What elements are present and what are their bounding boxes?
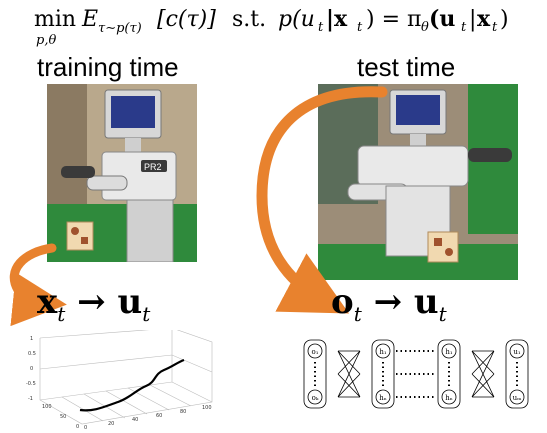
formula-constraint-rhs-sub: t xyxy=(461,20,467,35)
output-node-top xyxy=(509,343,525,359)
hidden1-bottom-label: hₙ xyxy=(379,394,387,402)
input-layer-box xyxy=(303,339,327,409)
hidden1-top-label: h₁ xyxy=(379,348,387,356)
y-tick: 100 xyxy=(42,404,52,410)
eq-state-x-sub: t xyxy=(57,302,66,326)
trajectory-line xyxy=(79,358,185,412)
cube-hole-square xyxy=(434,238,442,246)
connections-hidden2-output xyxy=(471,350,495,398)
formula-objective-arg: [c(τ)] xyxy=(157,7,216,32)
dotted-connections xyxy=(314,350,518,398)
x-tick: 0 xyxy=(84,425,87,430)
input-node-bottom xyxy=(307,389,323,405)
eq-arrow: → xyxy=(77,282,106,322)
x-tick: 40 xyxy=(132,417,138,423)
formula-constraint-rhs: (u xyxy=(429,6,455,32)
eq-action-u-sub: t xyxy=(438,302,447,326)
hidden2-top-label: h₁ xyxy=(445,348,453,356)
x-tick: 100 xyxy=(202,405,212,411)
formula-constraint-rhs-obs: x xyxy=(477,6,491,32)
formula-min: min xyxy=(34,7,76,32)
robot-badge-plate xyxy=(141,160,167,172)
hidden1-node-top xyxy=(375,343,391,359)
eq-action-u: u xyxy=(117,282,143,322)
hidden-layer-1-box xyxy=(371,339,395,409)
formula-constraint-close: ) xyxy=(500,7,509,32)
z-tick: -1 xyxy=(28,396,33,402)
robot-right-arm xyxy=(468,148,512,162)
input-top-label: o₁ xyxy=(311,348,318,356)
formula-constraint-mid-sub: t xyxy=(357,20,363,35)
robot-upper-arm xyxy=(86,175,128,191)
output-node-bottom xyxy=(509,389,525,405)
hidden2-bottom-label: hₙ xyxy=(445,394,453,402)
output-layer-box xyxy=(505,339,529,409)
robot-gripper xyxy=(61,166,95,178)
connections-input-hidden1 xyxy=(337,350,361,398)
formula-min-vars: p,θ xyxy=(36,33,56,48)
formula-st: s.t. xyxy=(232,7,266,32)
eq-action-u: u xyxy=(413,282,439,322)
z-tick: -0.5 xyxy=(26,381,36,387)
y-tick: 0 xyxy=(76,424,79,430)
formula-pi-sub: θ xyxy=(421,20,429,35)
output-bottom-label: uₘ xyxy=(513,394,523,402)
test-time-label: test time xyxy=(357,52,456,82)
robot-head-sensor xyxy=(111,96,155,128)
test-equation: ot → ut xyxy=(331,282,447,326)
objective-formula: min p,θ E τ∼p(τ) [c(τ)] s.t. p(u t |x t … xyxy=(34,6,509,48)
z-tick: 0 xyxy=(30,366,33,372)
eq-state-x: x xyxy=(37,282,58,322)
formula-constraint-mid: |x xyxy=(326,6,348,32)
neural-network-diagram: o₁ oₖ h₁ hₙ h₁ hₙ u₁ uₘ xyxy=(303,339,529,409)
formula-constraint-eq: ) = π xyxy=(366,7,421,32)
output-top-label: u₁ xyxy=(513,348,521,356)
formula-constraint-lhs: p(u xyxy=(278,7,315,32)
eq-arrow: → xyxy=(373,282,403,322)
input-node-top xyxy=(307,343,323,359)
formula-constraint-lhs-sub: t xyxy=(318,20,324,35)
hidden1-node-bottom xyxy=(375,389,391,405)
eq-observation-o-sub: t xyxy=(353,302,362,326)
shape-sorter-cube xyxy=(66,221,94,251)
training-equation: xt → ut xyxy=(37,282,150,326)
eq-action-u-sub: t xyxy=(142,302,151,326)
shape-sorter-cube xyxy=(427,231,459,263)
x-tick: 20 xyxy=(108,421,114,427)
formula-constraint-rhs-obs-sub: t xyxy=(492,20,498,35)
cube-hole-square xyxy=(81,237,88,244)
z-tick: 0.5 xyxy=(28,351,36,357)
hidden-layer-2-box xyxy=(437,339,461,409)
training-time-label: training time xyxy=(37,52,179,82)
cube-hole xyxy=(445,248,453,256)
x-tick: 60 xyxy=(156,413,162,419)
hidden2-node-bottom xyxy=(441,389,457,405)
trajectory-3d-plot: 1 0.5 0 -0.5 -1 100 50 0 0 20 40 60 80 1… xyxy=(26,330,213,430)
cube-hole xyxy=(71,227,79,235)
formula-objective-sub: τ∼p(τ) xyxy=(98,21,142,36)
robot-shoulders xyxy=(357,145,469,187)
hidden2-node-top xyxy=(441,343,457,359)
eq-observation-o: o xyxy=(331,282,354,322)
x-tick: 80 xyxy=(180,409,186,415)
z-tick: 1 xyxy=(30,336,33,342)
training-robot-photo: PR2 xyxy=(47,84,197,262)
test-robot-photo xyxy=(318,84,518,280)
robot-head-sensor xyxy=(396,95,440,125)
formula-objective: E xyxy=(81,7,98,32)
robot-base xyxy=(126,199,174,262)
input-bottom-label: oₖ xyxy=(312,394,319,402)
y-tick: 50 xyxy=(60,414,66,420)
robot-badge-text: PR2 xyxy=(144,162,162,172)
formula-constraint-rhs-mid: | xyxy=(469,7,476,32)
